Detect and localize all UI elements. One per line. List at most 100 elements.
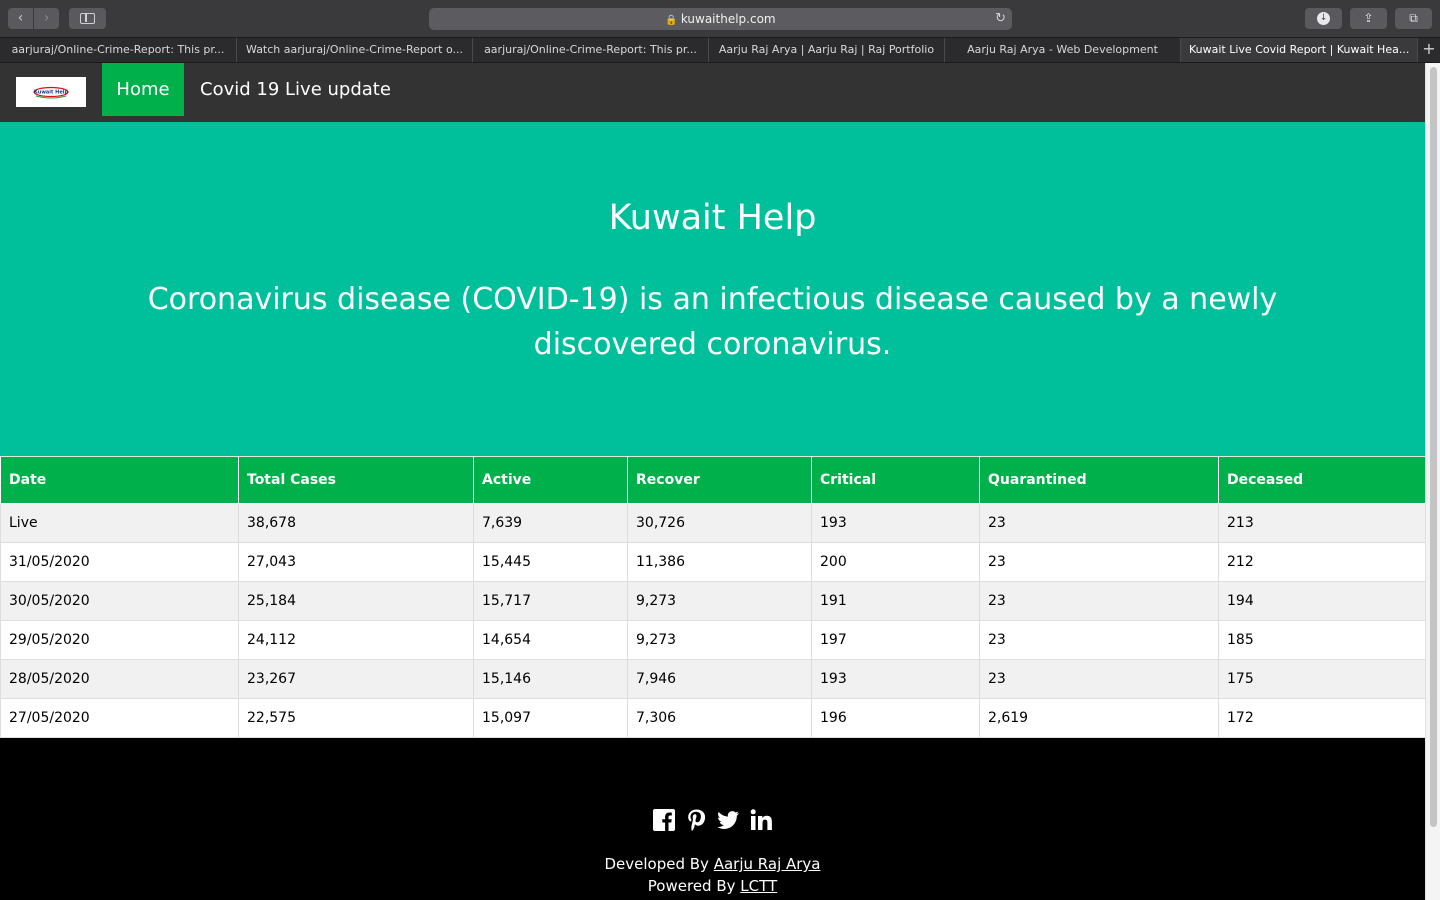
cell-critical: 197 <box>811 620 980 660</box>
cell-total: 23,267 <box>238 659 474 699</box>
cell-critical: 193 <box>811 503 980 543</box>
pinterest-icon[interactable] <box>685 808 707 832</box>
cell-total: 24,112 <box>238 620 474 660</box>
hero-subtitle: Coronavirus disease (COVID-19) is an inf… <box>147 282 1278 362</box>
tab-bar: aarjuraj/Online-Crime-Report: This pr...… <box>0 38 1440 63</box>
cell-quarantined: 2,619 <box>979 698 1219 738</box>
cell-active: 15,097 <box>473 698 628 738</box>
site-footer: Developed By Aarju Raj Arya Powered By L… <box>0 738 1425 900</box>
page-scrollbar[interactable] <box>1425 63 1440 900</box>
cell-critical: 196 <box>811 698 980 738</box>
logo-text: Kuwait Help <box>34 90 68 96</box>
chevron-right-icon: › <box>43 10 50 26</box>
nav-covid-link[interactable]: Covid 19 Live update <box>200 79 391 100</box>
site-navbar: Kuwait Help Home Covid 19 Live update <box>0 63 1425 122</box>
facebook-icon[interactable] <box>652 808 676 832</box>
downloads-button[interactable]: ↓ <box>1305 8 1342 29</box>
table-row: 28/05/2020 23,267 15,146 7,946 193 23 17… <box>0 659 1425 699</box>
table-row: 31/05/2020 27,043 15,445 11,386 200 23 2… <box>0 542 1425 582</box>
cell-recover: 7,306 <box>627 698 812 738</box>
cell-recover: 7,946 <box>627 659 812 699</box>
cell-active: 7,639 <box>473 503 628 543</box>
powered-by-label: Powered By <box>647 877 736 895</box>
page-viewport: Kuwait Help Home Covid 19 Live update Ku… <box>0 63 1425 900</box>
cell-recover: 9,273 <box>627 581 812 621</box>
tab-item[interactable]: aarjuraj/Online-Crime-Report: This pr... <box>473 38 709 62</box>
new-tab-button[interactable]: + <box>1422 39 1436 58</box>
tab-item-active[interactable]: Kuwait Live Covid Report | Kuwait Hea... <box>1181 38 1418 62</box>
header-critical: Critical <box>811 456 980 504</box>
cell-deceased: 212 <box>1218 542 1425 582</box>
table-row: 29/05/2020 24,112 14,654 9,273 197 23 18… <box>0 620 1425 660</box>
hero-section: Kuwait Help Coronavirus disease (COVID-1… <box>0 122 1425 456</box>
site-logo[interactable]: Kuwait Help <box>16 77 86 107</box>
scroll-thumb[interactable] <box>1430 67 1437 827</box>
download-icon: ↓ <box>1317 12 1330 25</box>
linkedin-icon[interactable] <box>749 808 773 832</box>
address-bar[interactable]: 🔒 kuwaithelp.com ↻ <box>429 8 1012 30</box>
table-row: Live 38,678 7,639 30,726 193 23 213 <box>0 503 1425 543</box>
cell-date: 29/05/2020 <box>0 620 239 660</box>
header-total-cases: Total Cases <box>238 456 474 504</box>
cell-deceased: 175 <box>1218 659 1425 699</box>
cell-total: 22,575 <box>238 698 474 738</box>
cell-deceased: 194 <box>1218 581 1425 621</box>
cell-active: 15,445 <box>473 542 628 582</box>
cell-recover: 11,386 <box>627 542 812 582</box>
tab-item[interactable]: Aarju Raj Arya - Web Development <box>945 38 1181 62</box>
cell-date: 27/05/2020 <box>0 698 239 738</box>
tab-item[interactable]: aarjuraj/Online-Crime-Report: This pr... <box>0 38 237 62</box>
cell-date: 30/05/2020 <box>0 581 239 621</box>
table-header-row: Date Total Cases Active Recover Critical… <box>0 456 1425 504</box>
cell-critical: 200 <box>811 542 980 582</box>
lock-icon: 🔒 <box>665 15 678 26</box>
cell-date: 28/05/2020 <box>0 659 239 699</box>
header-quarantined: Quarantined <box>979 456 1219 504</box>
cell-total: 25,184 <box>238 581 474 621</box>
covid-stats-table: Date Total Cases Active Recover Critical… <box>0 456 1425 738</box>
header-recover: Recover <box>627 456 812 504</box>
back-button[interactable]: ‹ <box>8 8 33 29</box>
cell-total: 38,678 <box>238 503 474 543</box>
nav-home-link[interactable]: Home <box>102 63 184 116</box>
tabs-icon: ⧉ <box>1409 11 1418 25</box>
cell-quarantined: 23 <box>979 581 1219 621</box>
logo-icon: Kuwait Help <box>33 86 69 99</box>
cell-critical: 191 <box>811 581 980 621</box>
cell-quarantined: 23 <box>979 503 1219 543</box>
powered-by-link[interactable]: LCTT <box>740 877 778 895</box>
share-icon: ⇪ <box>1363 11 1374 25</box>
developed-by-label: Developed By <box>604 855 709 873</box>
cell-date: Live <box>0 503 239 543</box>
share-button[interactable]: ⇪ <box>1350 8 1387 29</box>
developer-link[interactable]: Aarju Raj Arya <box>713 855 821 873</box>
cell-quarantined: 23 <box>979 659 1219 699</box>
sidebar-icon <box>80 13 95 24</box>
browser-toolbar: ‹ › 🔒 kuwaithelp.com ↻ ↓ ⇪ ⧉ <box>0 0 1440 38</box>
tab-overview-button[interactable]: ⧉ <box>1395 8 1432 29</box>
cell-critical: 193 <box>811 659 980 699</box>
hero-title: Kuwait Help <box>608 198 817 238</box>
powered-by-line: Powered By LCTT <box>0 875 1425 897</box>
url-text: kuwaithelp.com <box>680 12 776 26</box>
cell-active: 14,654 <box>473 620 628 660</box>
chevron-left-icon: ‹ <box>17 10 24 26</box>
forward-button[interactable]: › <box>34 8 59 29</box>
sidebar-toggle-button[interactable] <box>69 8 106 29</box>
reload-icon[interactable]: ↻ <box>995 11 1006 26</box>
header-deceased: Deceased <box>1218 456 1425 504</box>
cell-total: 27,043 <box>238 542 474 582</box>
cell-active: 15,146 <box>473 659 628 699</box>
cell-quarantined: 23 <box>979 542 1219 582</box>
cell-active: 15,717 <box>473 581 628 621</box>
cell-deceased: 185 <box>1218 620 1425 660</box>
twitter-icon[interactable] <box>716 808 740 832</box>
cell-quarantined: 23 <box>979 620 1219 660</box>
cell-deceased: 213 <box>1218 503 1425 543</box>
social-links <box>0 808 1425 836</box>
cell-recover: 30,726 <box>627 503 812 543</box>
tab-item[interactable]: Aarju Raj Arya | Aarju Raj | Raj Portfol… <box>709 38 945 62</box>
header-active: Active <box>473 456 628 504</box>
cell-date: 31/05/2020 <box>0 542 239 582</box>
tab-item[interactable]: Watch aarjuraj/Online-Crime-Report o... <box>237 38 473 62</box>
